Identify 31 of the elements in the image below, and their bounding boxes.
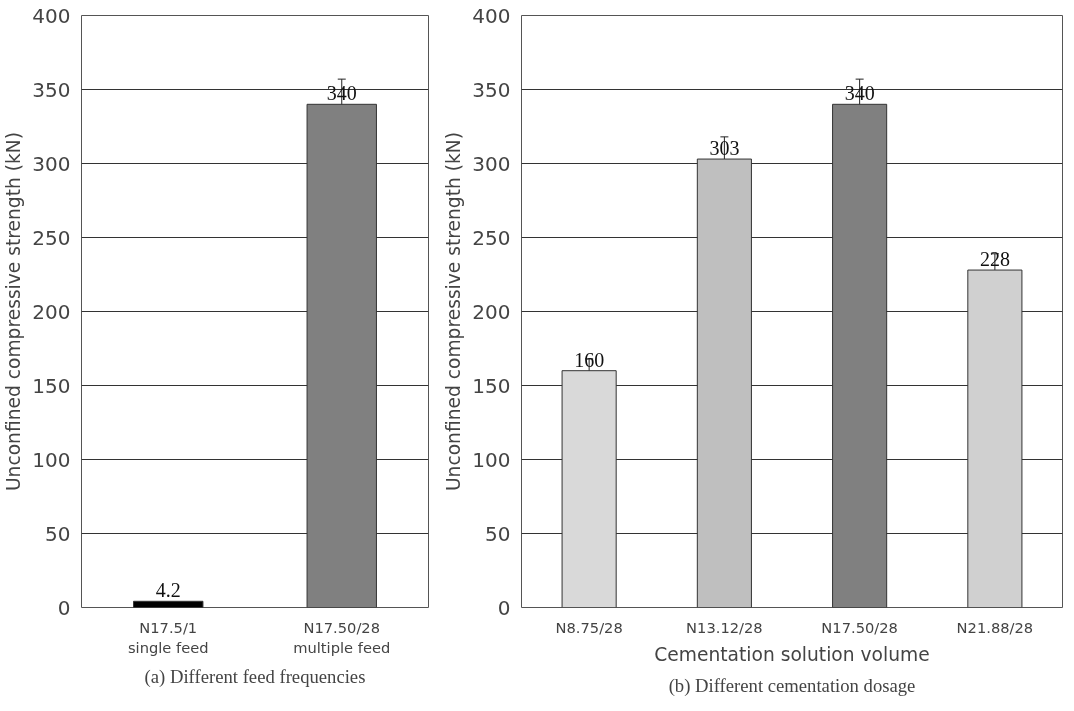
y-tick-label: 150 <box>32 373 71 398</box>
y-tick-label: 300 <box>32 151 71 176</box>
x-tick-label: N17.50/28 multiple feed <box>293 618 391 656</box>
y-tick-label: 350 <box>32 77 71 102</box>
y-tick-label: 0 <box>57 595 71 620</box>
y-tick-label: 100 <box>32 447 71 472</box>
y-tick-label: 300 <box>472 151 511 176</box>
y-tick-label: 200 <box>32 299 71 324</box>
y-tick-label: 350 <box>472 77 511 102</box>
y-tick-label: 50 <box>485 521 511 546</box>
y-tick-label: 50 <box>45 521 71 546</box>
y-axis-title: Unconfined compressive strength (kN) <box>3 131 25 492</box>
x-axis-title: Cementation solution volume <box>654 643 930 665</box>
data-label: 160 <box>574 348 605 371</box>
y-tick-label: 0 <box>497 595 511 620</box>
data-label: 4.2 <box>155 579 181 602</box>
y-tick-label: 100 <box>472 447 511 472</box>
y-tick-label: 150 <box>472 373 511 398</box>
x-tick-label: N13.12/28 <box>686 618 763 636</box>
x-tick-label: N8.75/28 <box>555 618 623 636</box>
text: (a) Different feed frequencies <box>144 665 366 688</box>
y-tick-label: 400 <box>472 3 511 28</box>
y-tick-label: 250 <box>472 225 511 250</box>
text: (b) Different cementation dosage <box>668 674 916 697</box>
x-tick-label: N17.5/1 single feed <box>127 618 209 656</box>
x-tick-label: N17.50/28 <box>821 618 898 636</box>
y-axis-title: Unconfined compressive strength (kN) <box>443 131 465 492</box>
y-tick-label: 250 <box>32 225 71 250</box>
y-tick-label: 200 <box>472 299 511 324</box>
x-tick-label: N21.88/28 <box>956 618 1034 636</box>
y-tick-label: 400 <box>32 3 71 28</box>
